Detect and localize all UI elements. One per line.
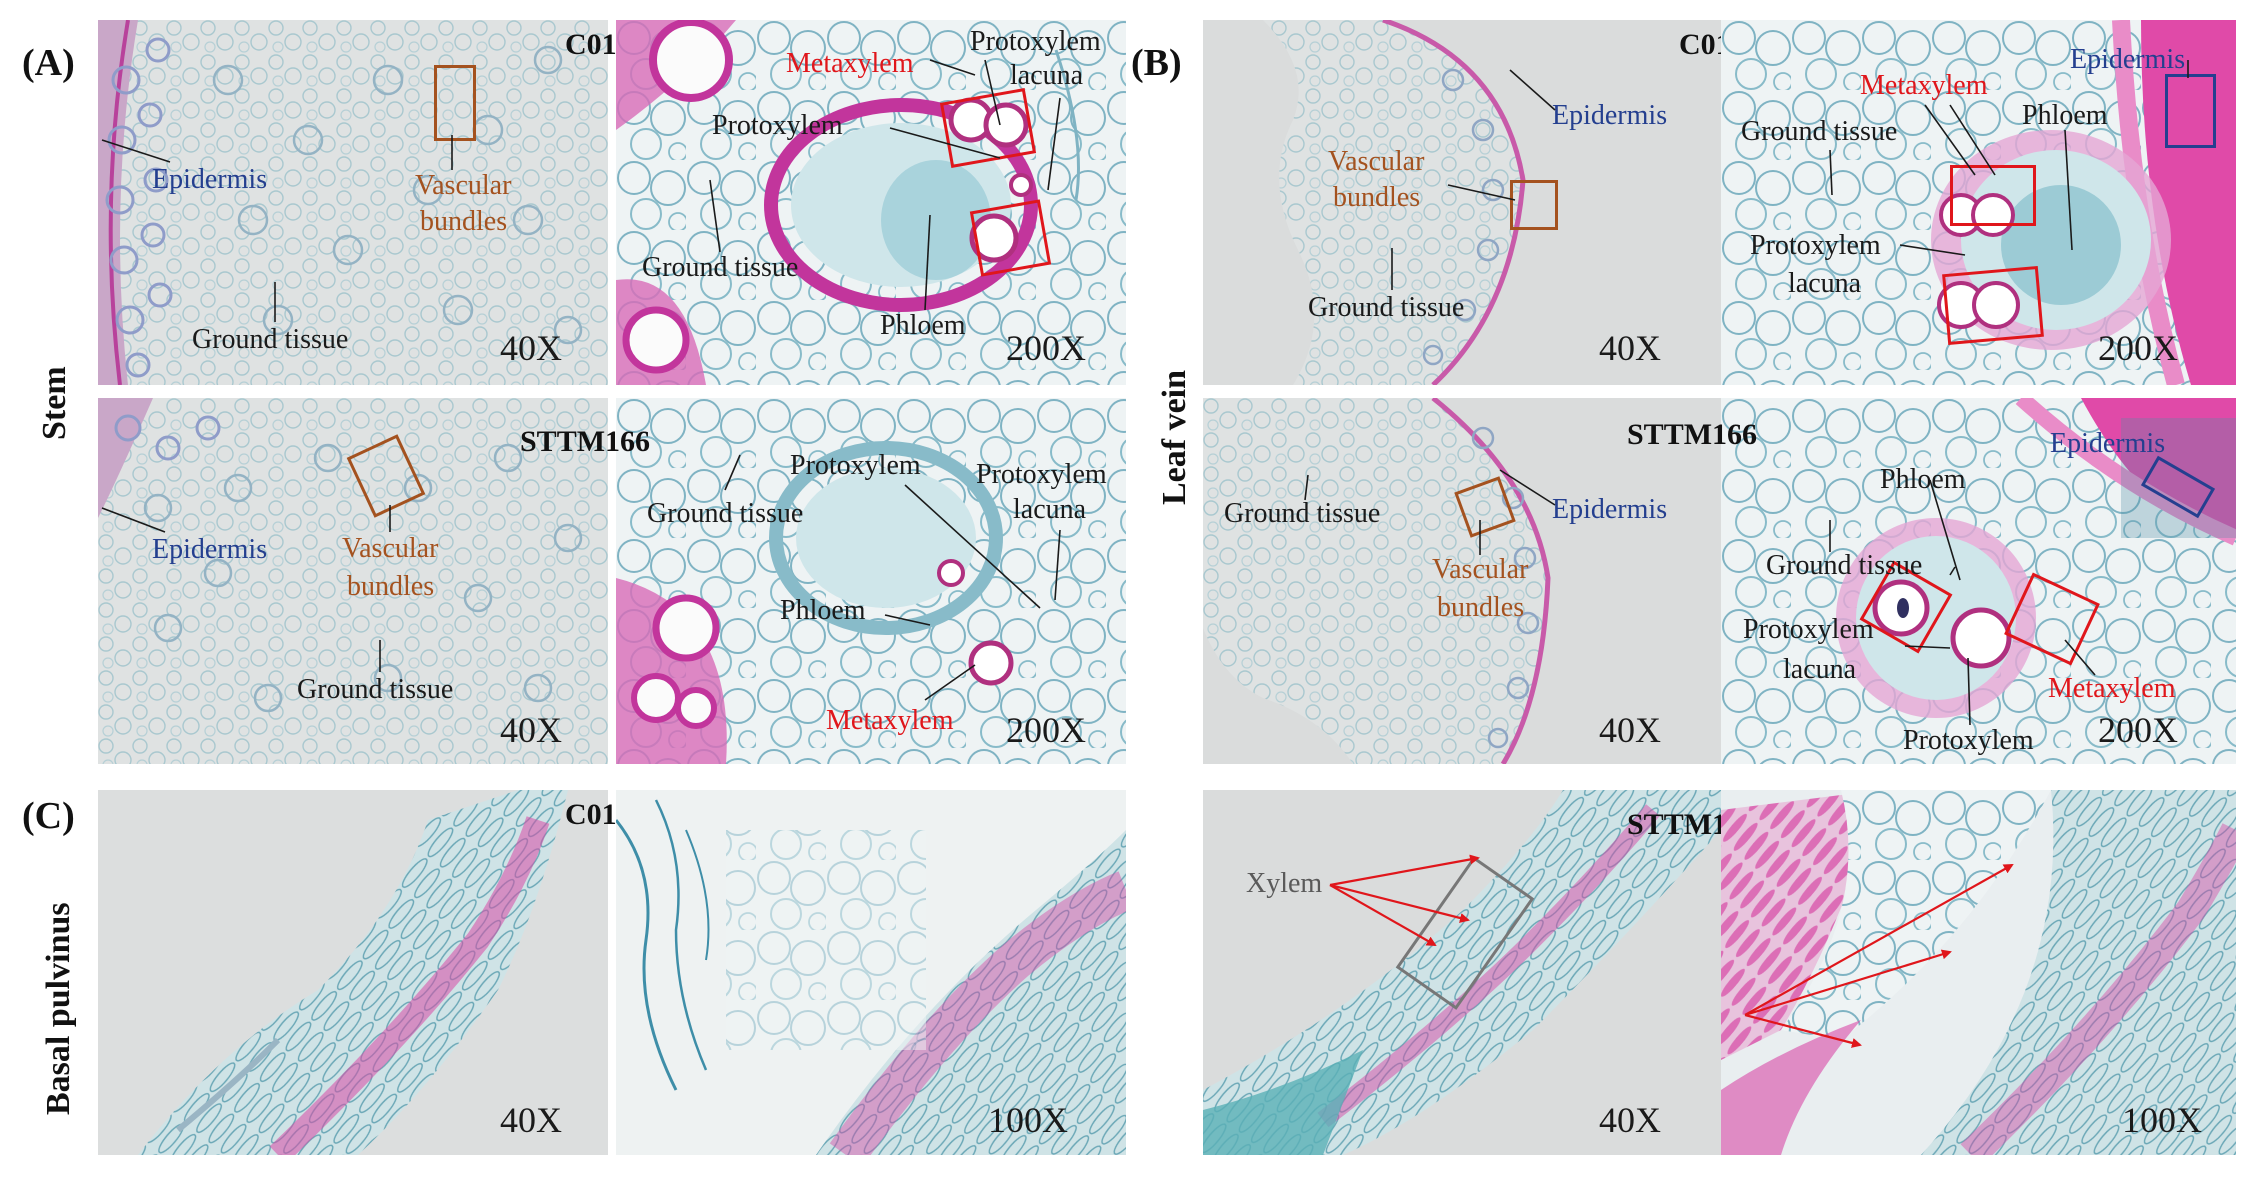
label-ground-tissue: Ground tissue	[1766, 550, 1923, 581]
label-epidermis: Epidermis	[2070, 44, 2186, 75]
epidermis-box	[2165, 74, 2216, 148]
sample-label-sttm166: STTM166	[1627, 418, 1758, 451]
micrograph-leaf-c01-40x	[1203, 20, 1721, 385]
label-vascular: Vascular	[1432, 554, 1529, 585]
row-label-basal-pulvinus: Basal pulvinus	[40, 902, 77, 1115]
label-lacuna: lacuna	[1010, 60, 1084, 91]
micrograph-stem-c01-200x	[616, 20, 1126, 385]
metaxylem-box	[1942, 265, 2044, 346]
metaxylem-box	[969, 199, 1052, 277]
label-protoxylem: Protoxylem	[790, 450, 921, 481]
label-ground-tissue: Ground tissue	[1224, 498, 1381, 529]
magnification-200x: 200X	[2098, 328, 2178, 368]
label-ground-tissue: Ground tissue	[297, 674, 454, 705]
label-vascular: Vascular	[1328, 146, 1425, 177]
micrograph-leaf-sttm166-40x	[1203, 398, 1721, 764]
label-protoxylem: Protoxylem	[712, 110, 843, 141]
magnification-40x: 40X	[500, 710, 562, 750]
sample-label-c01: C01	[565, 798, 617, 831]
micrograph-pulvinus-c01-40x	[98, 790, 608, 1155]
row-label-stem: Stem	[36, 366, 73, 440]
magnification-40x: 40X	[1599, 328, 1661, 368]
magnification-200x: 200X	[1006, 328, 1086, 368]
label-protoxylem: Protoxylem	[1743, 614, 1874, 645]
label-vascular: Vascular	[342, 533, 439, 564]
label-ground-tissue: Ground tissue	[192, 324, 349, 355]
magnification-100x: 100X	[988, 1100, 1068, 1140]
label-bundles: bundles	[1437, 592, 1525, 623]
label-phloem: Phloem	[1880, 464, 1966, 495]
label-bundles: bundles	[420, 206, 508, 237]
magnification-40x: 40X	[1599, 1100, 1661, 1140]
micrograph-stem-sttm166-40x	[98, 398, 608, 764]
label-lacuna: lacuna	[1783, 654, 1857, 685]
magnification-200x: 200X	[2098, 710, 2178, 750]
label-epidermis: Epidermis	[2050, 428, 2166, 459]
label-bundles: bundles	[347, 571, 435, 602]
label-epidermis: Epidermis	[152, 534, 268, 565]
magnification-40x: 40X	[1599, 710, 1661, 750]
label-vascular: Vascular	[415, 170, 512, 201]
label-metaxylem: Metaxylem	[786, 48, 914, 79]
label-protoxylem: Protoxylem	[1903, 725, 2034, 756]
magnification-40x: 40X	[500, 328, 562, 368]
label-epidermis: Epidermis	[1552, 494, 1668, 525]
micrograph-pulvinus-c01-100x	[616, 790, 1126, 1155]
label-ground-tissue: Ground tissue	[642, 252, 799, 283]
label-ground-tissue: Ground tissue	[647, 498, 804, 529]
label-xylem: Xylem	[1246, 868, 1323, 899]
label-epidermis: Epidermis	[1552, 100, 1668, 131]
label-protoxylem: Protoxylem	[976, 459, 1107, 490]
micrograph-leaf-c01-200x	[1721, 20, 2236, 385]
magnification-40x: 40X	[500, 1100, 562, 1140]
label-metaxylem: Metaxylem	[2048, 673, 2176, 704]
label-lacuna: lacuna	[1013, 494, 1087, 525]
label-ground-tissue: Ground tissue	[1741, 116, 1898, 147]
micrograph-stem-sttm166-200x	[616, 398, 1126, 764]
label-phloem: Phloem	[2022, 100, 2108, 131]
label-ground-tissue: Ground tissue	[1308, 292, 1465, 323]
label-lacuna: lacuna	[1788, 268, 1862, 299]
metaxylem-box	[1950, 165, 2036, 226]
sample-label-c01: C01	[565, 28, 617, 61]
panel-letter-a: (A)	[22, 42, 75, 84]
sample-label-sttm166: STTM166	[520, 425, 651, 458]
vascular-bundle-box	[434, 65, 476, 141]
row-label-leaf-vein: Leaf vein	[1156, 369, 1193, 505]
magnification-100x: 100X	[2122, 1100, 2202, 1140]
micrograph-leaf-sttm166-200x	[1721, 398, 2236, 764]
panel-letter-c: (C)	[22, 795, 75, 837]
label-protoxylem: Protoxylem	[1750, 230, 1881, 261]
label-protoxylem: Protoxylem	[970, 26, 1101, 57]
label-metaxylem: Metaxylem	[826, 705, 954, 736]
label-metaxylem: Metaxylem	[1860, 70, 1988, 101]
panel-letter-b: (B)	[1131, 42, 1182, 84]
micrograph-pulvinus-sttm166-40x	[1203, 790, 1721, 1155]
magnification-200x: 200X	[1006, 710, 1086, 750]
label-phloem: Phloem	[780, 595, 866, 626]
micrograph-stem-c01-40x	[98, 20, 608, 385]
label-epidermis: Epidermis	[152, 164, 268, 195]
vascular-bundle-box	[1510, 180, 1558, 230]
label-phloem: Phloem	[880, 310, 966, 341]
label-bundles: bundles	[1333, 182, 1421, 213]
